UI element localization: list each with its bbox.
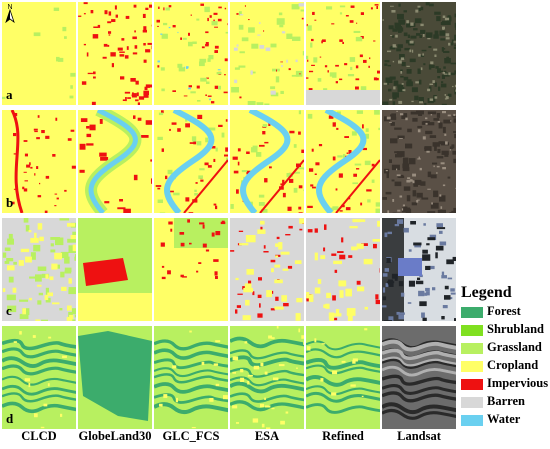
- legend-item-cropland: Cropland: [458, 358, 550, 376]
- legend-swatch: [461, 397, 483, 408]
- legend-item-forest: Forest: [458, 304, 550, 322]
- map-a-refined: [306, 2, 380, 105]
- legend-label: Shrubland: [487, 322, 544, 336]
- map-c-esa: [230, 218, 304, 321]
- map-b-glc_fcs: [154, 110, 228, 213]
- legend-label: Impervious: [487, 376, 549, 390]
- legend-swatch: [461, 343, 483, 354]
- row-label-c: c: [6, 303, 12, 318]
- map-b-refined: [306, 110, 380, 213]
- legend-swatch: [461, 325, 483, 336]
- map-b-clcd: [2, 110, 76, 213]
- map-a-glc_fcs: [154, 2, 228, 105]
- column-label-landsat: Landsat: [397, 429, 441, 443]
- legend: Legend Forest Shrubland Grassland Cropland I…: [458, 284, 550, 430]
- north-arrow-letter: N: [7, 4, 12, 11]
- legend-swatch: [461, 361, 483, 372]
- legend-label: Forest: [487, 304, 521, 318]
- map-d-refined: [306, 326, 380, 429]
- legend-swatch: [461, 415, 483, 426]
- map-a-esa: [230, 2, 304, 105]
- column-label-esa: ESA: [254, 429, 280, 443]
- legend-item-grassland: Grassland: [458, 340, 550, 358]
- legend-swatch: [461, 379, 483, 390]
- map-d-landsat: [382, 326, 456, 429]
- north-arrow-icon: N: [3, 2, 17, 24]
- column-label-refined: Refined: [322, 429, 364, 443]
- legend-label: Grassland: [487, 340, 542, 354]
- legend-label: Barren: [487, 394, 525, 408]
- legend-swatch: [461, 307, 483, 318]
- map-d-glc_fcs: [154, 326, 228, 429]
- map-b-landsat: [382, 110, 456, 213]
- legend-item-impervious: Impervious: [458, 376, 550, 394]
- map-a-landsat: [382, 2, 456, 105]
- legend-item-shrubland: Shrubland: [458, 322, 550, 340]
- map-grid: [2, 2, 456, 429]
- legend-label: Cropland: [487, 358, 539, 372]
- legend-item-water: Water: [458, 412, 550, 430]
- row-label-b: b: [6, 195, 14, 210]
- column-label-clcd: CLCD: [21, 429, 57, 443]
- map-c-glc_fcs: [154, 218, 228, 321]
- map-a-globeland30: [78, 2, 152, 105]
- map-d-globeland30: [78, 326, 152, 429]
- map-c-globeland30: [78, 218, 152, 321]
- row-label-d: d: [6, 411, 14, 426]
- map-c-refined: [306, 218, 380, 321]
- map-c-clcd: [2, 218, 76, 321]
- row-label-a: a: [6, 87, 13, 102]
- map-c-landsat: [382, 218, 456, 321]
- legend-items: Forest Shrubland Grassland Cropland Impervio…: [458, 304, 550, 430]
- column-label-globeland30: GlobeLand30: [78, 429, 152, 443]
- legend-title: Legend: [461, 284, 512, 301]
- map-d-clcd: [2, 326, 76, 429]
- map-b-esa: [230, 110, 304, 213]
- legend-item-barren: Barren: [458, 394, 550, 412]
- map-b-globeland30: [78, 110, 152, 213]
- column-label-glc_fcs: GLC_FCS: [162, 429, 220, 443]
- map-a-clcd: [2, 2, 76, 105]
- legend-label: Water: [487, 412, 521, 426]
- map-d-esa: [230, 326, 304, 429]
